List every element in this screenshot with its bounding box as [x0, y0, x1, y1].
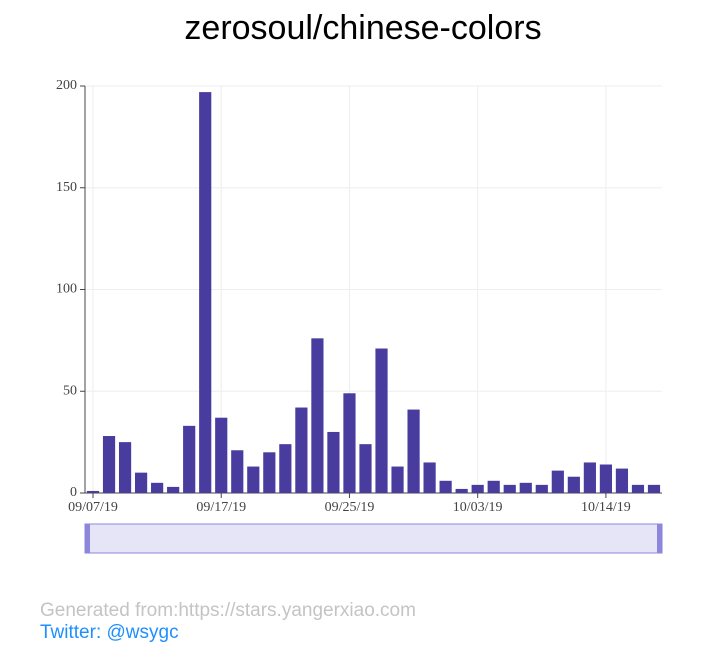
bar	[279, 444, 292, 493]
bar	[359, 444, 372, 493]
y-tick-label: 150	[56, 180, 77, 195]
bar	[343, 393, 356, 493]
bar	[423, 462, 436, 493]
bar	[151, 482, 164, 493]
bar	[167, 486, 180, 493]
bar	[86, 490, 100, 493]
twitter-text: Twitter: @wsygc	[40, 622, 179, 643]
bar	[647, 484, 661, 493]
y-tick-label: 100	[56, 282, 77, 297]
chart: zerosoul/chinese-colors 0 50 100 150 200 09/0…	[56, 9, 663, 554]
bar	[583, 462, 596, 493]
bar	[215, 417, 228, 493]
bar	[199, 92, 212, 493]
range-handle-right[interactable]	[657, 524, 662, 553]
y-tick-label: 50	[63, 383, 77, 398]
bar	[615, 468, 629, 493]
bar	[263, 452, 276, 493]
bar	[599, 464, 612, 493]
bar	[519, 482, 532, 493]
bar	[327, 431, 340, 493]
bar	[551, 470, 564, 493]
bar	[455, 488, 468, 493]
x-tick-label: 10/03/19	[453, 500, 503, 515]
bar	[487, 480, 500, 493]
x-tick-label: 09/07/19	[68, 500, 118, 515]
bar	[503, 484, 516, 493]
bar	[247, 466, 260, 493]
source-text: Generated from:https://stars.yangerxiao.…	[40, 600, 416, 621]
bar	[535, 484, 548, 493]
y-tick-label: 200	[56, 78, 77, 93]
chart-title: zerosoul/chinese-colors	[184, 9, 541, 47]
bar	[102, 436, 116, 493]
bar	[567, 476, 580, 493]
bar	[631, 484, 645, 493]
bar	[311, 338, 324, 493]
bar	[375, 348, 388, 493]
bar	[135, 472, 148, 493]
bar	[183, 425, 196, 493]
x-tick-label: 09/17/19	[196, 500, 246, 515]
range-slider[interactable]	[84, 523, 663, 554]
bar	[471, 484, 484, 493]
bar	[407, 409, 420, 493]
bar	[231, 450, 244, 493]
bar	[439, 480, 452, 493]
bar	[391, 466, 404, 493]
range-handle-left[interactable]	[85, 524, 90, 553]
bar	[118, 442, 132, 493]
x-tick-label: 09/25/19	[325, 500, 375, 515]
bar	[295, 407, 308, 493]
x-tick-label: 10/14/19	[581, 500, 631, 515]
y-tick-label: 0	[70, 485, 77, 500]
